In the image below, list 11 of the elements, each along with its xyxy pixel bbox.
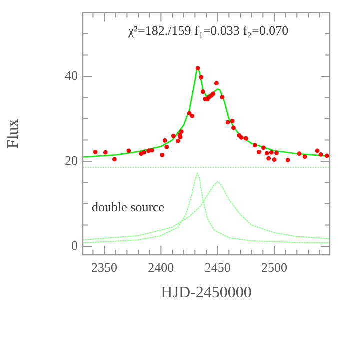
y-tick-label: 20 — [65, 152, 78, 168]
y-tick-label: 40 — [65, 68, 78, 83]
x-tick-label: 2400 — [148, 260, 174, 276]
annotation: χ²=182./159 f₁=0.033 f₂=0.070 — [127, 22, 289, 38]
annotation: double source — [92, 199, 165, 214]
y-axis-title: Flux — [4, 119, 22, 149]
y-tick-label: 0 — [72, 238, 78, 253]
x-axis-title: HJD-2450000 — [161, 284, 252, 302]
x-tick-label: 2450 — [204, 260, 231, 276]
x-tick-label: 2350 — [92, 260, 118, 276]
x-tick-label: 2500 — [261, 260, 288, 276]
